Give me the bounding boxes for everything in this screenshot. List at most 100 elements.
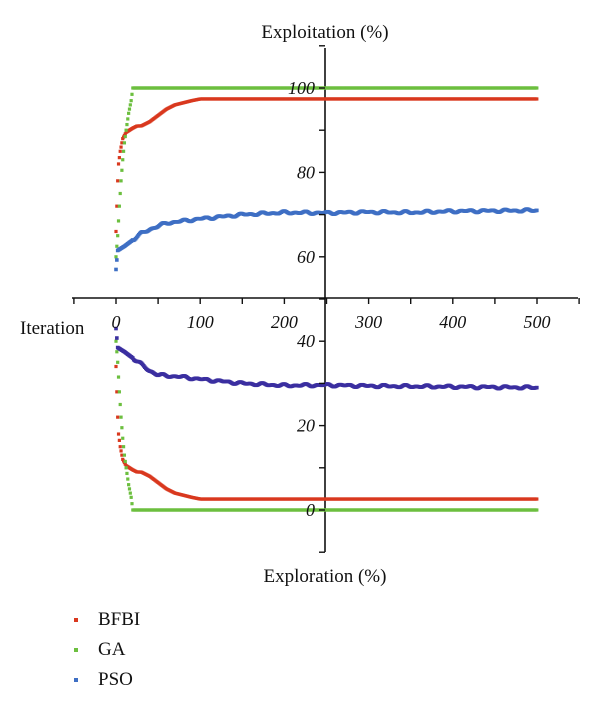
data-point	[119, 179, 123, 183]
data-point	[118, 402, 122, 407]
data-point	[127, 111, 131, 115]
y-tick-label: 100	[288, 78, 315, 98]
series-bfbi	[114, 97, 539, 501]
x-tick-label: 100	[187, 312, 214, 332]
legend-label-ga: GA	[98, 639, 126, 660]
series-pso-exploration	[114, 326, 539, 391]
data-point	[130, 92, 134, 96]
data-point	[120, 453, 124, 457]
data-point	[123, 134, 127, 139]
x-tick-label: 500	[524, 312, 551, 332]
data-point	[121, 445, 126, 449]
y-tick-label: 60	[297, 247, 315, 267]
data-point	[120, 141, 124, 145]
data-point	[114, 339, 118, 343]
data-point	[117, 390, 121, 394]
legend-item-bfbi: BFBI	[70, 605, 140, 635]
series-ga-exploration	[114, 339, 539, 512]
data-point	[119, 145, 123, 149]
x-axis-label: Iteration	[20, 318, 85, 339]
data-point	[116, 179, 120, 183]
data-point	[114, 326, 118, 331]
data-point	[118, 445, 122, 449]
data-point	[128, 491, 132, 495]
x-tick-label: 200	[271, 312, 298, 332]
data-point	[116, 432, 121, 436]
data-point	[119, 449, 123, 453]
data-point	[115, 258, 119, 262]
series-pso-exploitation	[114, 207, 539, 272]
y-tick-label: 0	[306, 500, 315, 520]
y-tick-label: 20	[297, 416, 315, 436]
top-axis-label: Exploitation (%)	[261, 22, 388, 43]
data-point	[127, 487, 132, 491]
series-layer	[114, 86, 539, 512]
data-point	[120, 168, 124, 172]
data-point	[117, 156, 121, 160]
data-point	[535, 86, 539, 90]
data-point	[126, 477, 130, 481]
data-point	[116, 360, 120, 364]
data-point	[114, 255, 118, 259]
legend-label-pso: PSO	[98, 669, 133, 690]
data-point	[115, 244, 119, 248]
chart: 0 20 40 60 80 100 0 100 200 300 400 500 Exploitatio…	[20, 22, 580, 587]
data-point	[114, 364, 118, 369]
data-point	[115, 350, 119, 354]
legend-swatch-ga	[74, 648, 78, 652]
data-point	[116, 234, 120, 238]
data-point	[115, 204, 119, 208]
legend-swatch-pso	[74, 678, 78, 682]
data-point	[127, 483, 131, 487]
data-point	[117, 204, 121, 208]
data-point	[535, 497, 539, 501]
data-point	[128, 103, 132, 107]
data-point	[127, 107, 132, 111]
data-point	[129, 99, 133, 103]
data-point	[535, 385, 539, 390]
data-point	[122, 453, 127, 457]
data-point	[118, 149, 122, 153]
data-point	[120, 426, 124, 430]
data-point	[119, 415, 123, 419]
bottom-axis-label: Exploration (%)	[264, 566, 387, 587]
series-bfbi-exploration	[114, 364, 539, 501]
legend-item-ga: GA	[70, 635, 140, 665]
x-tick-label: 0	[112, 312, 121, 332]
series-ga-exploitation	[114, 86, 539, 259]
data-point	[125, 122, 129, 127]
data-point	[114, 267, 118, 272]
ticks: 0 20 40 60 80 100 0 100 200 300 400 500	[73, 45, 580, 553]
legend-label-bfbi: BFBI	[98, 609, 141, 630]
data-point	[116, 415, 120, 419]
data-point	[535, 508, 539, 512]
data-point	[123, 459, 127, 464]
data-point	[121, 436, 125, 440]
data-point	[114, 229, 118, 234]
data-point	[126, 117, 130, 121]
x-tick-label: 400	[439, 312, 466, 332]
data-point	[116, 219, 121, 223]
data-point	[121, 158, 125, 162]
series-pso	[114, 207, 539, 391]
data-point	[130, 502, 134, 506]
data-point	[116, 375, 121, 379]
x-tick-label: 300	[354, 312, 382, 332]
data-point	[125, 471, 129, 476]
y-tick-label: 40	[297, 331, 315, 351]
data-point	[117, 438, 121, 442]
data-point	[124, 466, 128, 470]
data-point	[124, 128, 128, 132]
legend-swatch-bfbi	[74, 618, 78, 622]
data-point	[118, 191, 122, 196]
data-point	[535, 208, 539, 213]
legend: BFBI GA PSO	[70, 605, 140, 695]
y-tick-label: 80	[297, 162, 315, 182]
data-point	[121, 149, 126, 153]
data-point	[122, 141, 127, 145]
data-point	[535, 97, 539, 101]
series-bfbi-exploitation	[114, 97, 539, 234]
data-point	[115, 336, 119, 340]
data-point	[116, 162, 121, 166]
data-point	[129, 495, 133, 499]
